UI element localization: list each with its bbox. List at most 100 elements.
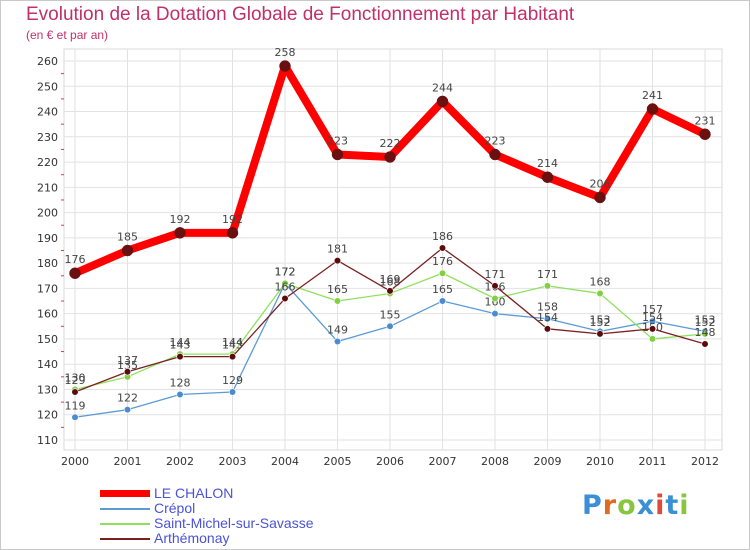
y-tick-label: 180 [37,257,58,270]
x-tick-label: 2012 [691,455,719,468]
data-label: 169 [380,273,401,286]
data-label: 176 [65,253,86,266]
data-point [438,297,447,305]
x-tick-label: 2002 [166,455,194,468]
y-tick-label: 240 [37,106,58,119]
data-label: 122 [117,392,138,405]
legend-label: Arthémonay [154,530,230,546]
legend-label: Crépol [154,500,196,516]
data-label: 168 [590,275,611,288]
data-point [174,227,186,239]
x-tick-label: 2008 [481,455,509,468]
data-label: 241 [642,89,663,102]
data-point [123,406,132,414]
data-point [491,282,499,290]
data-point [491,310,499,318]
data-label: 155 [380,308,401,321]
data-label: 206 [590,177,611,190]
x-tick-label: 2009 [534,455,562,468]
data-point [176,353,184,361]
data-label: 166 [275,281,296,294]
data-point [333,297,342,305]
data-point [281,279,289,287]
data-label: 172 [275,265,296,278]
data-point [69,267,81,279]
chart-title: Evolution de la Dotation Globale de Fonc… [26,4,575,25]
plot-area [63,48,723,451]
legend-swatch [100,508,150,510]
data-point [331,148,344,161]
data-label: 143 [170,339,191,352]
data-point [436,95,449,108]
y-tick-label: 220 [37,156,58,169]
logo-letter: x [636,490,656,521]
data-point [543,282,552,290]
data-label: 119 [65,399,86,412]
x-tick-label: 2010 [586,455,614,468]
data-label: 171 [537,268,558,281]
y-tick-label: 140 [37,358,58,371]
y-tick-label: 150 [37,333,58,346]
data-label: 222 [380,137,401,150]
legend-swatch [100,538,150,540]
logo-letter: i [679,490,690,521]
data-label: 149 [327,323,348,336]
legend-swatch [100,490,150,497]
data-label: 152 [695,316,716,329]
data-point [123,368,132,376]
x-tick-label: 2011 [639,455,667,468]
data-point [71,388,79,396]
data-point [71,413,79,421]
data-point [386,287,394,295]
data-point [386,322,394,330]
data-label: 157 [642,303,663,316]
data-point [279,60,291,72]
data-label: 214 [537,157,558,170]
y-tick-label: 120 [37,409,58,422]
y-tick-label: 190 [37,232,58,245]
logo-letter: P [582,490,603,521]
data-label: 192 [170,213,191,226]
data-label: 172 [275,265,296,278]
y-tick-label: 130 [37,383,58,396]
legend-label: LE CHALON [154,485,234,501]
x-tick-label: 2005 [324,455,352,468]
data-point [596,330,604,338]
data-label: 231 [695,114,716,127]
data-label: 176 [432,255,453,268]
data-point [491,294,499,303]
data-label: 158 [537,301,558,314]
data-label: 168 [380,275,401,288]
data-label: 154 [537,311,558,324]
data-point [333,257,342,265]
data-point [648,335,657,343]
data-label: 223 [485,134,506,147]
data-point [226,227,239,239]
data-label: 171 [485,268,506,281]
chart-subtitle: (en € et par an) [26,28,109,42]
x-tick-label: 2000 [61,455,89,468]
y-tick-label: 210 [37,181,58,194]
legend-label: Saint-Michel-sur-Savasse [154,515,314,531]
data-label: 153 [590,313,611,326]
data-label: 244 [432,81,453,94]
data-point [648,325,657,333]
data-point [333,337,342,346]
y-tick-label: 200 [37,207,58,220]
data-label: 135 [117,359,138,372]
data-label: 129 [65,374,86,387]
data-point [701,340,709,348]
data-point [438,244,447,252]
legend-swatch [100,523,150,525]
data-point [176,390,184,399]
y-tick-label: 170 [37,282,58,295]
data-label: 148 [695,326,716,339]
data-point [699,128,711,141]
data-label: 160 [485,296,506,309]
data-label: 143 [222,339,243,352]
data-label: 128 [170,377,191,390]
y-tick-label: 110 [37,434,58,447]
data-point [701,330,709,338]
legend-item: Arthémonay [100,530,400,547]
data-point [384,151,396,163]
